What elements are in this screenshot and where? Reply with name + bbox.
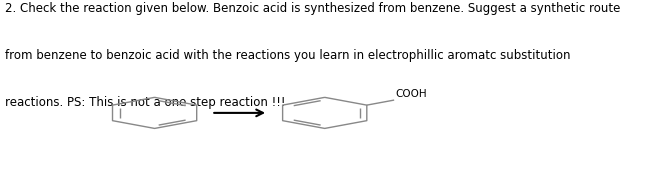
- Text: reactions. PS: This is not a one step reaction !!!: reactions. PS: This is not a one step re…: [5, 96, 286, 109]
- Text: from benzene to benzoic acid with the reactions you learn in electrophillic arom: from benzene to benzoic acid with the re…: [5, 49, 570, 62]
- Text: 2. Check the reaction given below. Benzoic acid is synthesized from benzene. Sug: 2. Check the reaction given below. Benzo…: [5, 2, 621, 15]
- Text: COOH: COOH: [395, 89, 427, 99]
